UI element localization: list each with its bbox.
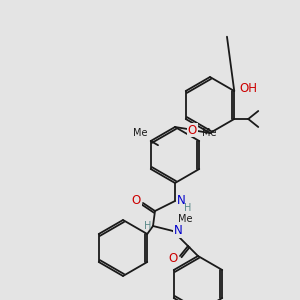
Text: O: O	[169, 251, 178, 265]
Text: OH: OH	[239, 82, 257, 95]
Text: N: N	[174, 224, 183, 238]
Text: Me: Me	[178, 214, 193, 224]
Text: O: O	[132, 194, 141, 208]
Text: O: O	[188, 124, 197, 136]
Text: Me: Me	[202, 128, 217, 138]
Text: N: N	[177, 194, 186, 208]
Text: H: H	[144, 221, 151, 231]
Text: H: H	[184, 203, 191, 213]
Text: Me: Me	[133, 128, 148, 138]
